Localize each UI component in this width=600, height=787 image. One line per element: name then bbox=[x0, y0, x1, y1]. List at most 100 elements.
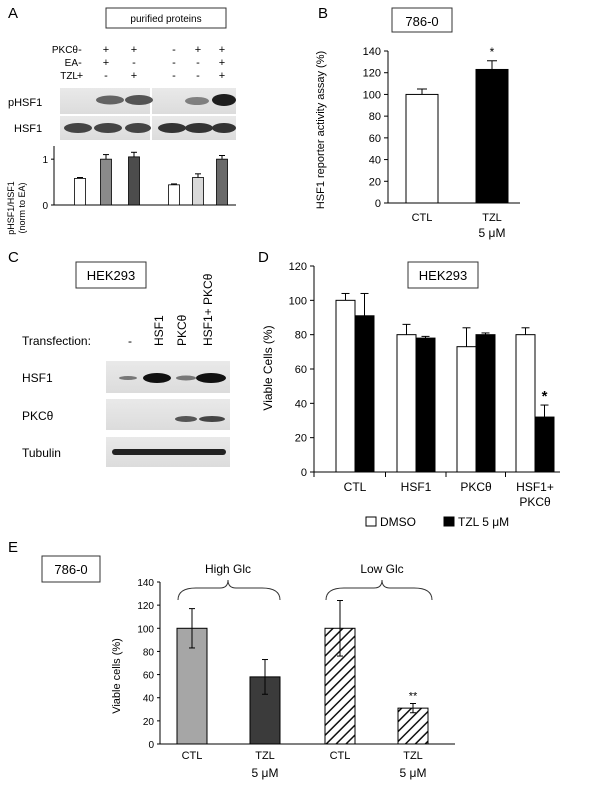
x-tick-label: TZL bbox=[482, 212, 502, 224]
y-tick-label: 60 bbox=[295, 364, 307, 376]
chart-a: 01 bbox=[42, 146, 236, 212]
y-tick-label: 20 bbox=[369, 176, 381, 188]
brace-high-glc bbox=[177, 579, 281, 601]
band bbox=[119, 376, 137, 380]
y-tick-label: 120 bbox=[137, 601, 154, 612]
y-tick-label: 140 bbox=[137, 578, 154, 589]
treatment-mark: - bbox=[78, 57, 82, 69]
y-tick-label: 80 bbox=[295, 330, 307, 342]
treatment-mark: - bbox=[132, 57, 136, 69]
x-tick-label: TZL bbox=[403, 750, 423, 762]
treatment-mark: + bbox=[77, 70, 83, 82]
panel-e: E 786-0 High Glc Low Glc Viable cells (%… bbox=[8, 539, 455, 780]
treatment-mark: + bbox=[103, 57, 109, 69]
treatment-label-tzl: TZL bbox=[60, 71, 78, 82]
y-tick-label: 140 bbox=[363, 46, 381, 58]
lane-label-mock: - bbox=[128, 334, 132, 348]
treatment-mark: - bbox=[172, 70, 176, 82]
y-tick-label: 100 bbox=[137, 624, 154, 635]
band bbox=[212, 94, 236, 106]
panel-b-letter: B bbox=[318, 5, 328, 22]
treatment-mark: - bbox=[196, 57, 200, 69]
bar bbox=[100, 158, 112, 206]
panel-d-cellline: HEK293 bbox=[419, 268, 467, 283]
band bbox=[158, 123, 186, 133]
panel-e-letter: E bbox=[8, 539, 18, 556]
legend-swatch-dmso bbox=[365, 516, 377, 527]
y-tick-label: 120 bbox=[363, 68, 381, 80]
x-tick-sublabel: 5 μM bbox=[252, 766, 279, 780]
bar-dmso bbox=[515, 334, 536, 473]
x-tick-label: HSF1 bbox=[401, 480, 432, 494]
y-tick-label: 60 bbox=[143, 671, 155, 682]
significance-mark: ** bbox=[409, 691, 418, 703]
panel-a-ylabel-2: (norm to EA) bbox=[17, 182, 27, 233]
blot-c-pkc bbox=[106, 399, 230, 430]
y-tick-label: 100 bbox=[363, 89, 381, 101]
panel-d-cellline-box bbox=[407, 261, 479, 289]
y-tick-label: 0 bbox=[375, 198, 381, 210]
bar-tzl bbox=[534, 416, 555, 473]
band bbox=[185, 123, 213, 133]
x-tick-label-line2: PKCθ bbox=[519, 495, 551, 509]
y-tick-label: 0 bbox=[148, 740, 154, 751]
y-tick-label: 60 bbox=[369, 133, 381, 145]
treatment-mark: + bbox=[131, 70, 137, 82]
y-tick-label: 80 bbox=[369, 111, 381, 123]
y-tick-label: 1 bbox=[42, 155, 48, 166]
treatment-mark: - bbox=[78, 44, 82, 56]
legend-swatch-tzl bbox=[443, 516, 455, 527]
band bbox=[112, 449, 226, 455]
treatment-mark: + bbox=[219, 57, 225, 69]
chart-e: 0 20 40 60 80 100 120 140 CTL TZL 5 μM CTL TZL 5 μM ** bbox=[137, 578, 455, 780]
treatment-mark: + bbox=[195, 44, 201, 56]
y-tick-label: 40 bbox=[143, 694, 155, 705]
y-tick-label: 120 bbox=[289, 261, 307, 273]
panel-e-cellline: 786-0 bbox=[54, 562, 87, 577]
legend-label-dmso: DMSO bbox=[380, 515, 416, 529]
transfection-label: Transfection: bbox=[22, 334, 91, 348]
y-tick-label: 0 bbox=[301, 467, 307, 479]
treatment-mark: - bbox=[172, 44, 176, 56]
treatment-mark: + bbox=[103, 44, 109, 56]
band bbox=[143, 373, 171, 383]
lane-label-pkc: PKCθ bbox=[175, 314, 189, 346]
panel-d-letter: D bbox=[258, 249, 269, 266]
bar bbox=[168, 184, 180, 206]
y-tick-label: 40 bbox=[369, 155, 381, 167]
x-tick-label: CTL bbox=[344, 480, 367, 494]
bar bbox=[74, 178, 86, 206]
bar bbox=[192, 177, 204, 206]
band bbox=[96, 95, 124, 105]
y-tick-label: 80 bbox=[143, 647, 155, 658]
chart-b: 0 20 40 60 80 100 120 140 CTL TZL 5 μM * bbox=[363, 45, 520, 240]
y-tick-label: 20 bbox=[143, 717, 155, 728]
bar bbox=[475, 68, 509, 204]
x-tick-label: CTL bbox=[330, 750, 351, 762]
panel-b-cellline: 786-0 bbox=[405, 14, 438, 29]
treatment-mark: - bbox=[196, 70, 200, 82]
x-tick-label: PKCθ bbox=[460, 480, 492, 494]
panel-b: B 786-0 HSF1 reporter activity assay (%)… bbox=[315, 5, 520, 240]
blot-label-phsf1: pHSF1 bbox=[8, 97, 42, 109]
treatment-mark: - bbox=[104, 70, 108, 82]
band bbox=[125, 95, 153, 105]
treatment-label-pkc: PKCθ bbox=[52, 45, 79, 56]
x-tick-label: HSF1+ bbox=[516, 480, 554, 494]
panel-e-ylabel: Viable cells (%) bbox=[111, 638, 123, 714]
x-tick-sublabel: 5 μM bbox=[400, 766, 427, 780]
treatment-label-ea: EA bbox=[65, 58, 79, 69]
brace-low-glc bbox=[325, 579, 433, 601]
panel-a-header-box bbox=[105, 7, 227, 29]
lane-label-hsf1-pkc: HSF1+ PKCθ bbox=[201, 273, 215, 346]
significance-mark: * bbox=[542, 388, 548, 405]
y-tick-label: 100 bbox=[289, 295, 307, 307]
group-label-high-glc: High Glc bbox=[205, 562, 251, 576]
band bbox=[212, 123, 236, 133]
panel-b-cellline-box bbox=[391, 7, 453, 33]
panel-d-ylabel: Viable Cells (%) bbox=[261, 325, 275, 410]
panel-c-cellline-box bbox=[75, 261, 147, 289]
bar-dmso bbox=[396, 334, 417, 473]
band bbox=[185, 97, 209, 105]
